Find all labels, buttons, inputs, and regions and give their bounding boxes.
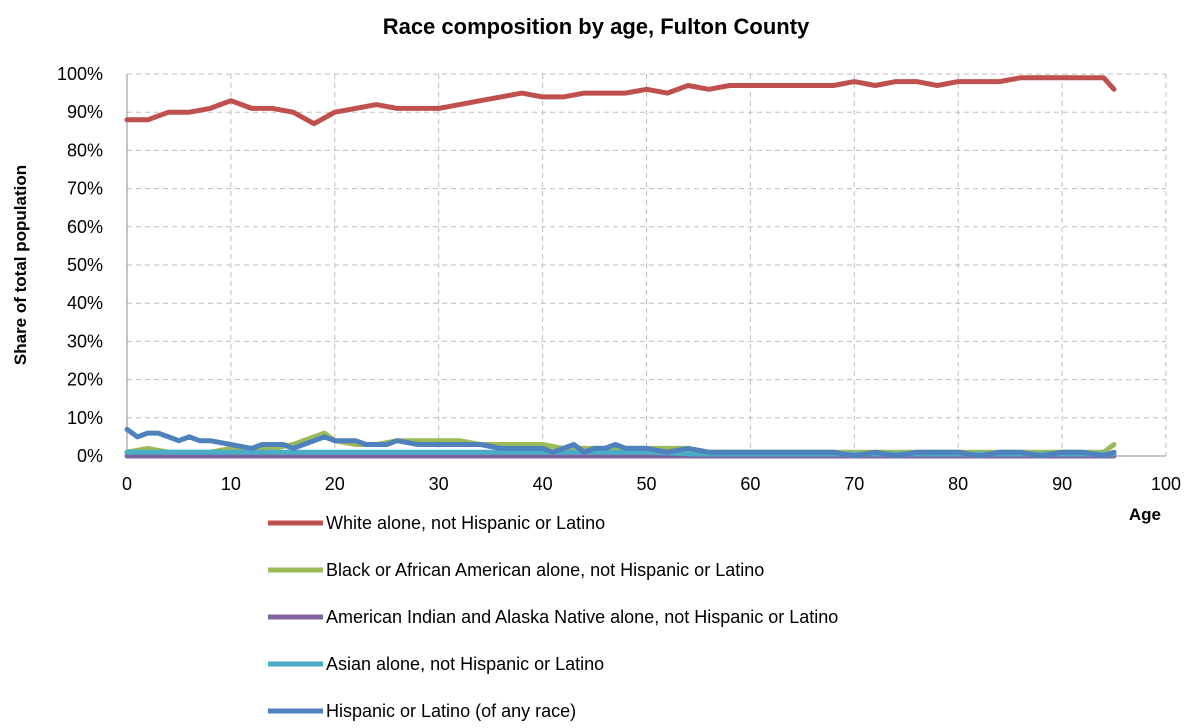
legend: White alone, not Hispanic or Latino Black…: [268, 513, 838, 721]
y-tick-label: 0%: [77, 446, 103, 466]
y-tick-labels: 0% 10% 20% 30% 40% 50% 60% 70% 80% 90% 100%: [57, 64, 103, 466]
x-tick-label: 80: [948, 474, 968, 494]
y-tick-label: 40%: [67, 293, 103, 313]
legend-label: Asian alone, not Hispanic or Latino: [326, 654, 604, 674]
x-tick-label: 20: [325, 474, 345, 494]
series-line-5: [124, 426, 1117, 459]
x-tick-label: 10: [221, 474, 241, 494]
x-tick-label: 60: [740, 474, 760, 494]
y-tick-label: 80%: [67, 140, 103, 160]
x-tick-labels: 0 10 20 30 40 50 60 70 80 90 100: [122, 474, 1181, 494]
series-lines: [124, 75, 1117, 459]
x-tick-label: 70: [844, 474, 864, 494]
y-tick-label: 90%: [67, 102, 103, 122]
legend-label: Hispanic or Latino (of any race): [326, 701, 576, 721]
y-tick-label: 70%: [67, 179, 103, 199]
y-axis-label: Share of total population: [11, 165, 30, 365]
legend-label: Black or African American alone, not His…: [326, 560, 764, 580]
chart-title: Race composition by age, Fulton County: [383, 14, 810, 39]
y-tick-label: 30%: [67, 331, 103, 351]
x-tick-label: 0: [122, 474, 132, 494]
x-tick-label: 30: [429, 474, 449, 494]
x-tick-label: 40: [533, 474, 553, 494]
y-tick-label: 20%: [67, 370, 103, 390]
y-tick-label: 60%: [67, 217, 103, 237]
gridlines: [127, 73, 1167, 456]
series-line-1: [124, 75, 1117, 127]
x-tick-label: 50: [636, 474, 656, 494]
legend-label: White alone, not Hispanic or Latino: [326, 513, 605, 533]
x-tick-label: 100: [1151, 474, 1181, 494]
y-tick-label: 10%: [67, 408, 103, 428]
x-tick-label: 90: [1052, 474, 1072, 494]
y-tick-label: 100%: [57, 64, 103, 84]
x-axis-label: Age: [1129, 505, 1161, 524]
legend-label: American Indian and Alaska Native alone,…: [326, 607, 838, 627]
y-tick-label: 50%: [67, 255, 103, 275]
